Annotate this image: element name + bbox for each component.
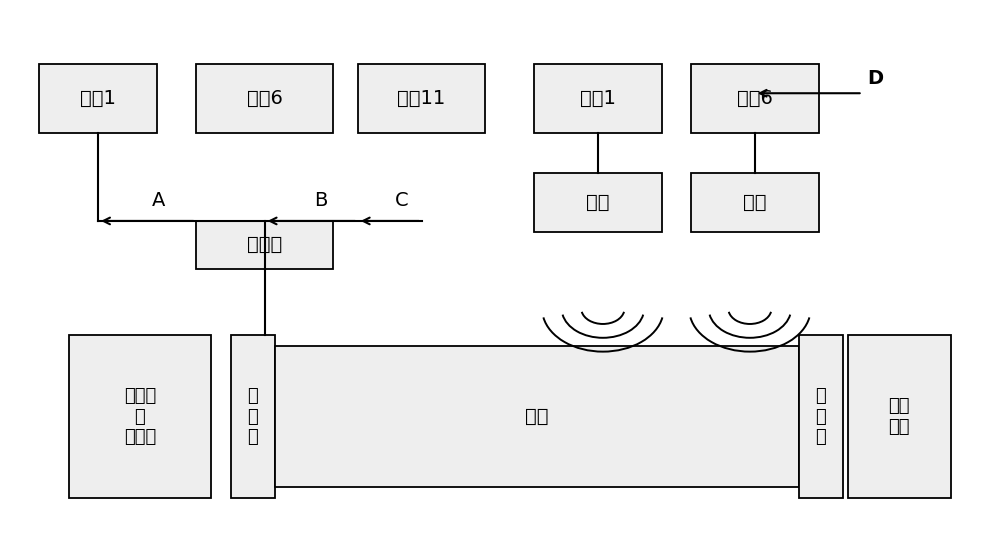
Text: 泄露
负载: 泄露 负载 — [889, 397, 910, 436]
Text: 天线: 天线 — [743, 193, 767, 212]
Text: B: B — [314, 191, 327, 210]
FancyBboxPatch shape — [691, 173, 818, 231]
FancyBboxPatch shape — [196, 64, 333, 133]
Text: 波导: 波导 — [525, 407, 549, 426]
Text: 信道6: 信道6 — [247, 89, 283, 108]
Text: A: A — [152, 191, 165, 210]
Text: 法
兰
盘: 法 兰 盘 — [247, 387, 258, 446]
FancyBboxPatch shape — [275, 346, 799, 487]
Text: 波导同
轴
转换器: 波导同 轴 转换器 — [124, 387, 156, 446]
FancyBboxPatch shape — [358, 64, 485, 133]
FancyBboxPatch shape — [534, 173, 662, 231]
FancyBboxPatch shape — [799, 336, 843, 497]
FancyBboxPatch shape — [230, 336, 275, 497]
FancyBboxPatch shape — [39, 64, 157, 133]
FancyBboxPatch shape — [534, 64, 662, 133]
Text: 信道1: 信道1 — [80, 89, 116, 108]
Text: 合路器: 合路器 — [247, 236, 282, 254]
FancyBboxPatch shape — [848, 336, 951, 497]
Text: 信道11: 信道11 — [397, 89, 446, 108]
Text: C: C — [395, 191, 409, 210]
FancyBboxPatch shape — [69, 336, 211, 497]
Text: D: D — [868, 69, 884, 88]
Text: 信道1: 信道1 — [580, 89, 616, 108]
Text: 天线: 天线 — [586, 193, 610, 212]
Text: 法
兰
盘: 法 兰 盘 — [816, 387, 826, 446]
FancyBboxPatch shape — [196, 221, 333, 269]
Text: 信道6: 信道6 — [737, 89, 773, 108]
FancyBboxPatch shape — [691, 64, 818, 133]
